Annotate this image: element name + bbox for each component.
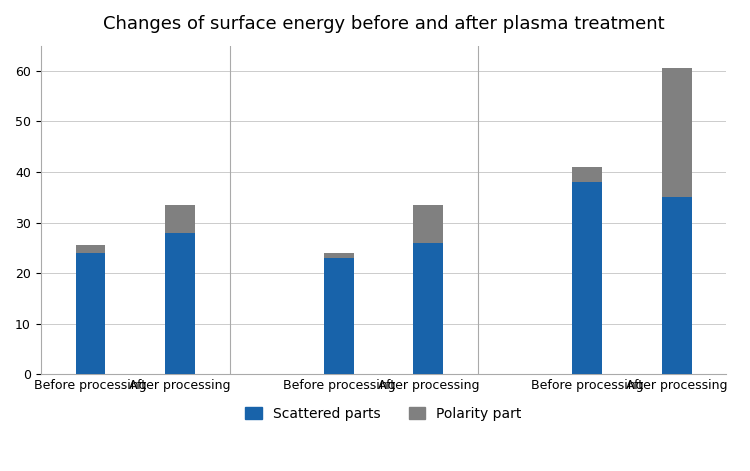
- Bar: [76, 245, 105, 253]
- Legend: Scattered parts, Polarity part: Scattered parts, Polarity part: [240, 401, 527, 426]
- Title: Changes of surface energy before and after plasma treatment: Changes of surface energy before and aft…: [103, 15, 664, 33]
- Bar: [324, 258, 354, 374]
- Bar: [662, 197, 692, 374]
- Bar: [662, 68, 692, 197]
- Bar: [413, 243, 443, 374]
- Bar: [76, 253, 105, 374]
- Bar: [572, 167, 602, 182]
- Bar: [165, 233, 195, 374]
- Bar: [165, 205, 195, 233]
- Bar: [413, 205, 443, 243]
- Bar: [572, 182, 602, 374]
- Bar: [324, 253, 354, 258]
